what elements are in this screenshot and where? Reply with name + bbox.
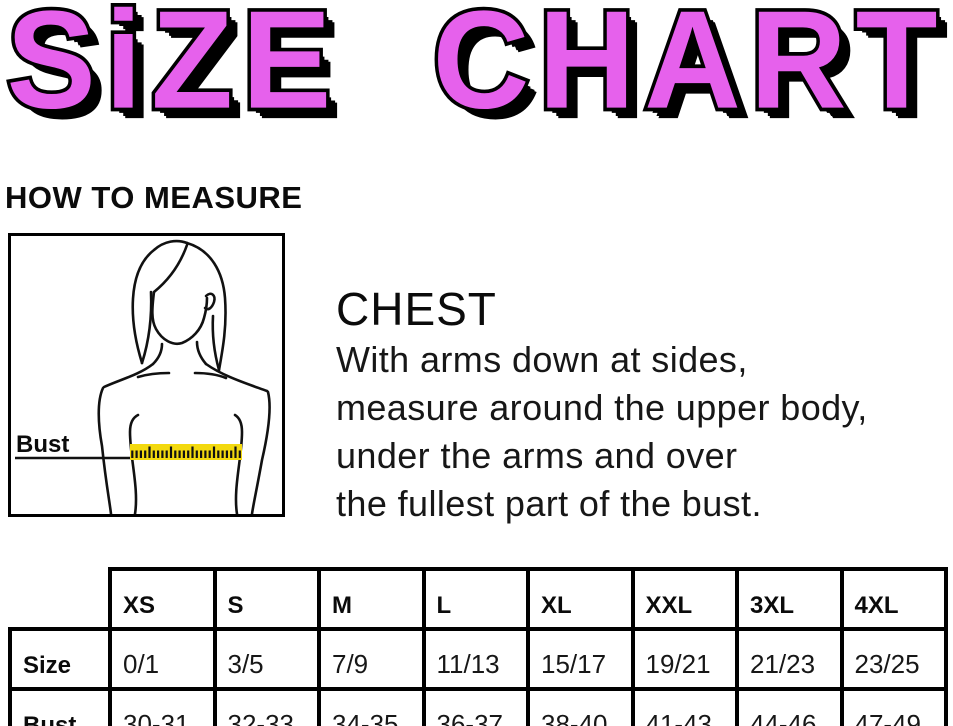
- measurement-figure-box: Bust: [8, 233, 285, 517]
- measuring-tape-ticks: [130, 444, 242, 460]
- hair-left-outer: [131, 239, 189, 365]
- arm-left: [97, 386, 113, 514]
- table-cell: 3/5: [212, 627, 321, 691]
- table-cell: 36-37: [421, 687, 530, 726]
- column-header-s: S: [212, 567, 321, 631]
- column-header-xxl: XXL: [630, 567, 739, 631]
- neck-left: [151, 342, 164, 366]
- instruction-line: the fullest part of the bust.: [336, 483, 762, 524]
- table-row-bust: Bust 30-31 32-33 34-35 36-37 38-40 41-43…: [8, 687, 948, 726]
- instruction-line: measure around the upper body,: [336, 387, 868, 428]
- table-row-size: Size 0/1 3/5 7/9 11/13 15/17 19/21 21/23…: [8, 627, 948, 691]
- table-cell: 0/1: [108, 627, 217, 691]
- table-cell: 34-35: [317, 687, 426, 726]
- chest-instruction-block: CHEST With arms down at sides, measure a…: [336, 282, 946, 528]
- neck-right: [195, 340, 208, 366]
- table-cell: 30-31: [108, 687, 217, 726]
- hair-right-inner: [211, 314, 221, 372]
- collarbone-right: [193, 371, 228, 380]
- arm-right: [250, 390, 271, 514]
- instruction-line: With arms down at sides,: [336, 339, 748, 380]
- face-outline: [151, 290, 209, 346]
- hair-fringe: [152, 243, 189, 294]
- shoulder-left: [102, 362, 155, 389]
- table-cell: 41-43: [630, 687, 739, 726]
- table-cell: 23/25: [839, 627, 948, 691]
- ear: [203, 292, 216, 311]
- column-header-3xl: 3XL: [735, 567, 844, 631]
- column-header-4xl: 4XL: [839, 567, 948, 631]
- table-cell: 19/21: [630, 627, 739, 691]
- chest-heading: CHEST: [336, 283, 497, 335]
- row-label-size: Size: [8, 627, 112, 691]
- torso-left: [128, 413, 140, 514]
- table-corner-cell: [10, 569, 112, 631]
- table-header-row: XS S M L XL XXL 3XL 4XL: [10, 567, 948, 631]
- column-header-xl: XL: [526, 567, 635, 631]
- instruction-line: under the arms and over: [336, 435, 738, 476]
- table-cell: 32-33: [212, 687, 321, 726]
- table-cell: 38-40: [526, 687, 635, 726]
- table-cell: 21/23: [735, 627, 844, 691]
- shoulder-right: [204, 362, 269, 393]
- table-cell: 7/9: [317, 627, 426, 691]
- size-chart-title: SiZE CHART: [3, 0, 947, 139]
- collarbone-left: [136, 371, 171, 379]
- column-header-m: M: [317, 567, 426, 631]
- table-cell: 11/13: [421, 627, 530, 691]
- table-cell: 47-49: [839, 687, 948, 726]
- hair-left-inner: [140, 290, 153, 365]
- torso-right: [233, 413, 244, 514]
- table-cell: 44-46: [735, 687, 844, 726]
- woman-torso-illustration: Bust: [15, 239, 271, 514]
- size-chart-table: XS S M L XL XXL 3XL 4XL Size 0/1 3/5 7/9…: [8, 567, 948, 726]
- figure-outline: [97, 239, 271, 514]
- row-label-bust: Bust: [8, 687, 112, 726]
- bust-label: Bust: [16, 431, 69, 458]
- column-header-l: L: [421, 567, 530, 631]
- hair-right-outer: [185, 241, 227, 372]
- column-header-xs: XS: [108, 567, 217, 631]
- how-to-measure-heading: HOW TO MEASURE: [5, 180, 303, 215]
- table-cell: 15/17: [526, 627, 635, 691]
